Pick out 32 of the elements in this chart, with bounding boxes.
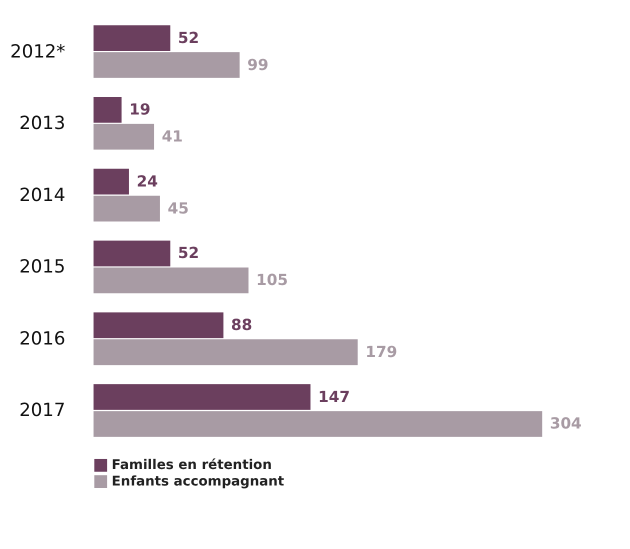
y-tick-label: 2012*: [10, 41, 66, 62]
data-label: 147: [318, 388, 350, 406]
bar: [94, 240, 170, 266]
bar: [94, 168, 129, 195]
data-label: 24: [136, 172, 158, 190]
bar: [94, 124, 154, 150]
y-tick-label: 2016: [19, 328, 66, 350]
bar: [94, 25, 170, 51]
bar: [94, 52, 240, 78]
data-label: 88: [231, 316, 252, 334]
bar: [94, 96, 122, 123]
data-label: 41: [162, 128, 183, 146]
data-label: 99: [247, 56, 269, 74]
bar: [94, 384, 310, 410]
bar: [94, 339, 358, 366]
data-label: 52: [178, 244, 200, 262]
data-label: 105: [256, 271, 288, 290]
legend-label: Enfants accompagnant: [112, 474, 285, 490]
data-label: 179: [365, 342, 398, 361]
y-tick-label: 2014: [19, 184, 66, 206]
bar: [94, 312, 224, 338]
data-label: 19: [129, 100, 150, 119]
bar: [94, 411, 542, 437]
y-tick-label: 2015: [19, 256, 66, 278]
bar: [94, 196, 160, 222]
bar: [94, 267, 248, 294]
data-label: 304: [550, 414, 582, 433]
y-tick-label: 2013: [19, 113, 66, 134]
data-label: 52: [178, 28, 200, 47]
y-tick-label: 2017: [19, 400, 66, 422]
data-label: 45: [168, 199, 189, 218]
legend-label: Familles en rétention: [112, 458, 272, 474]
